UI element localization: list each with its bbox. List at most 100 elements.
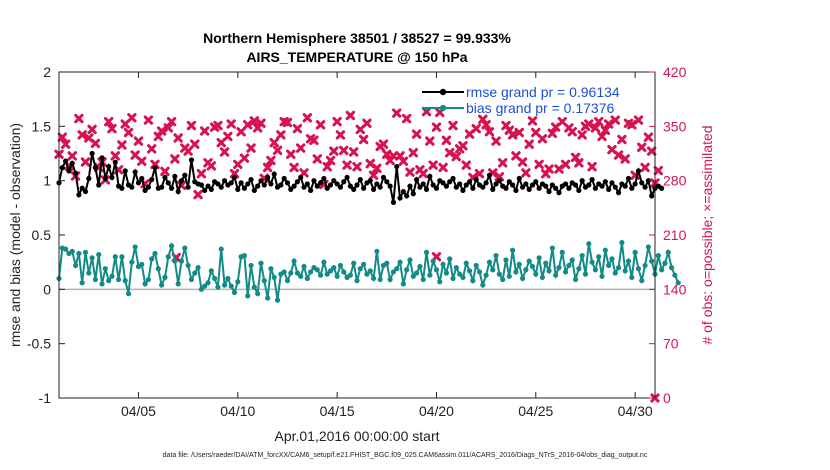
obs-point (223, 131, 233, 142)
rmse-point (324, 185, 330, 191)
bias-point (304, 275, 310, 282)
rmse-point (533, 179, 539, 185)
bias-point (549, 245, 555, 251)
obs-point (329, 146, 339, 156)
bias-point (185, 262, 191, 269)
rmse-point (440, 180, 446, 186)
bias-point (195, 265, 201, 271)
obs-point (292, 123, 303, 134)
obs-point (603, 119, 614, 129)
obs-point (620, 154, 630, 164)
bias-point (268, 266, 274, 272)
obs-point (401, 113, 412, 124)
rmse-point (410, 191, 416, 197)
obs-point (117, 140, 127, 150)
rmse-point (202, 187, 208, 194)
bias-point (284, 278, 291, 284)
legend-bias-marker (439, 104, 447, 112)
bias-point (168, 243, 175, 249)
bias-point (149, 256, 155, 262)
obs-point (289, 162, 299, 173)
rmse-point (317, 180, 324, 186)
bias-point (251, 284, 257, 290)
obs-point (637, 142, 647, 152)
obs-point (199, 126, 210, 136)
rmse-point (566, 185, 572, 191)
bias-point (337, 262, 344, 269)
obs-point (481, 120, 491, 130)
rmse-point (321, 175, 327, 182)
bias-point (394, 266, 400, 272)
bias-point (205, 280, 211, 286)
obs-point (269, 137, 279, 148)
bias-point (566, 262, 572, 269)
rmse-point (119, 185, 125, 191)
bias-point (364, 271, 370, 277)
bias-point (496, 271, 502, 277)
bias-point (142, 281, 148, 287)
obs-point (408, 148, 418, 158)
y2-tick-label: 210 (663, 227, 687, 243)
rmse-point (632, 181, 638, 187)
obs-point (315, 120, 326, 130)
rmse-point (221, 178, 228, 184)
bias-point (288, 270, 294, 276)
rmse-point (129, 184, 135, 190)
rmse-point (89, 150, 95, 157)
chart-subtitle: AIRS_TEMPERATURE @ 150 hPa (246, 49, 467, 65)
bias-point (129, 259, 135, 265)
rmse-point (92, 165, 99, 171)
x-tick-label: 04/05 (121, 403, 156, 419)
rmse-point (344, 174, 350, 181)
bias-point (427, 272, 433, 278)
obs-point (378, 139, 389, 149)
bias-point (553, 272, 559, 278)
bias-point (271, 274, 277, 280)
bias-point (258, 260, 264, 266)
bias-point (642, 262, 648, 269)
bias-point (473, 262, 479, 269)
rmse-point (635, 168, 642, 174)
obs-point (405, 167, 415, 177)
obs-point (531, 127, 541, 138)
rmse-point (470, 185, 476, 191)
rmse-point (576, 187, 582, 194)
rmse-point (612, 184, 618, 190)
obs-point (534, 159, 544, 170)
bias-point (420, 276, 426, 283)
rmse-point (291, 183, 297, 189)
bias-point (86, 270, 92, 276)
rmse-point (132, 169, 138, 175)
bias-point (447, 256, 453, 262)
rmse-point (394, 163, 400, 170)
rmse-point (79, 185, 85, 191)
obs-point (653, 165, 664, 176)
bias-point (536, 255, 542, 261)
x-axis: 04/05 04/10 04/15 04/20 04/25 04/30 (121, 72, 653, 419)
legend-rmse-marker (439, 88, 447, 96)
bias-point (248, 262, 254, 269)
bias-point (639, 278, 645, 284)
obs-point (103, 116, 114, 127)
obs-point (560, 159, 571, 170)
rmse-point (248, 176, 254, 183)
chart-title: Northern Hemisphere 38501 / 38527 = 99.9… (203, 30, 511, 46)
bias-point (261, 278, 267, 284)
bias-point (112, 254, 118, 260)
bias-point (483, 272, 489, 278)
obs-point (256, 118, 266, 128)
bias-point (308, 269, 314, 275)
bias-point (529, 263, 536, 270)
obs-point (160, 166, 170, 177)
rmse-point (549, 182, 555, 188)
legend: rmse grand pr = 0.96134 bias grand pr = … (422, 84, 620, 116)
bias-point (526, 258, 532, 264)
y-axis-left: 2 1.5 1 0.5 0 -0.5 -1 (27, 64, 65, 406)
obs-point (219, 147, 230, 157)
bias-point (414, 270, 420, 276)
obs-point (584, 119, 594, 129)
obs-point (299, 168, 309, 178)
obs-point (90, 138, 101, 149)
rmse-point (63, 158, 69, 164)
